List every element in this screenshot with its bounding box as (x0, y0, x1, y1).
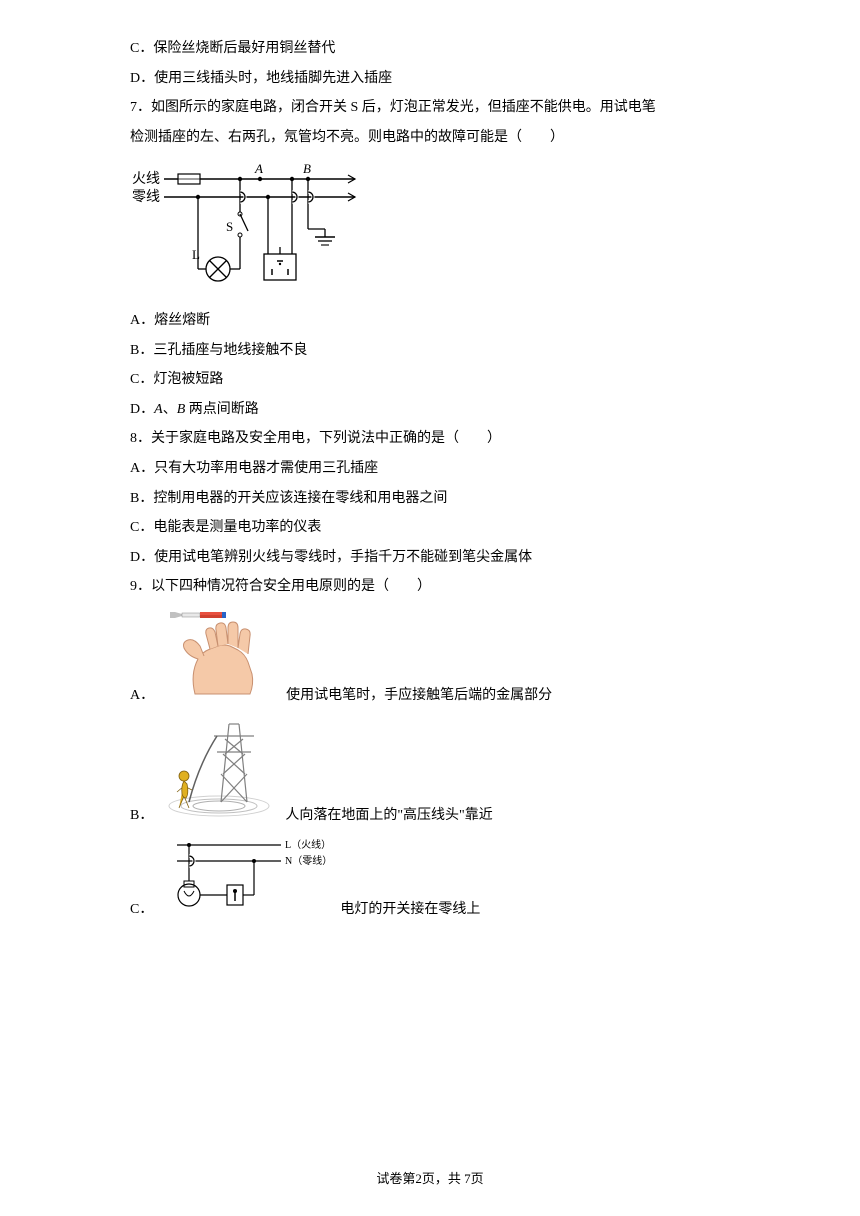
label-S: S (226, 219, 233, 234)
q9-b-text: 人向落在地面上的"高压线头"靠近 (285, 803, 492, 830)
q9-stem: 9．以下四种情况符合安全用电原则的是（ ） (130, 574, 750, 601)
q7-option-a: A．熔丝熔断 (130, 308, 750, 335)
q9-c-label: C． (130, 897, 153, 924)
label-huoxian: 火线 (132, 171, 160, 187)
q9-a-image (160, 604, 280, 710)
q6-option-c: C．保险丝烧断后最好用铜丝替代 (130, 36, 750, 63)
q8-option-d: D．使用试电笔辨别火线与零线时，手指千万不能碰到笔尖金属体 (130, 545, 750, 572)
page-footer: 试卷第2页，共 7页 (0, 1167, 860, 1192)
svg-text:L（火线）: L（火线） (285, 838, 331, 851)
q8-option-c: C．电能表是测量电功率的仪表 (130, 515, 750, 542)
q9-b-label: B． (130, 803, 153, 830)
q7-option-b: B．三孔插座与地线接触不良 (130, 338, 750, 365)
q9-a-text: 使用试电笔时，手应接触笔后端的金属部分 (286, 683, 552, 710)
q9-a-label: A． (130, 683, 154, 710)
label-L: L (192, 247, 200, 262)
q7-option-c: C．灯泡被短路 (130, 367, 750, 394)
q9-option-b: B． (130, 714, 750, 830)
q7-circuit-diagram: 火线 零线 A B S L (130, 159, 750, 300)
q7-stem-line1: 7．如图所示的家庭电路，闭合开关 S 后，灯泡正常发光，但插座不能供电。用试电笔 (130, 95, 750, 122)
q8-option-a: A．只有大功率用电器才需使用三孔插座 (130, 456, 750, 483)
label-lingxian: 零线 (132, 189, 160, 205)
q8-option-b: B．控制用电器的开关应该连接在零线和用电器之间 (130, 486, 750, 513)
q9-option-a: A． 使用试电笔时，手应接触笔后端的金属部分 (130, 604, 750, 710)
q8-stem: 8．关于家庭电路及安全用电，下列说法中正确的是（ ） (130, 426, 750, 453)
label-A: A (254, 161, 263, 176)
q9-c-image: L（火线） N（零线） (159, 833, 334, 924)
q9-c-text: 电灯的开关接在零线上 (340, 897, 480, 924)
q7-option-d: D．A、B 两点间断路 (130, 397, 750, 424)
svg-text:N（零线）: N（零线） (285, 854, 332, 867)
q6-option-d: D．使用三线插头时，地线插脚先进入插座 (130, 66, 750, 93)
label-B: B (303, 161, 311, 176)
q7-stem-line2: 检测插座的左、右两孔，氖管均不亮。则电路中的故障可能是（ ） (130, 125, 750, 152)
q9-option-c: C． L（火线） N（零线） (130, 833, 750, 924)
q9-b-image (159, 714, 279, 830)
